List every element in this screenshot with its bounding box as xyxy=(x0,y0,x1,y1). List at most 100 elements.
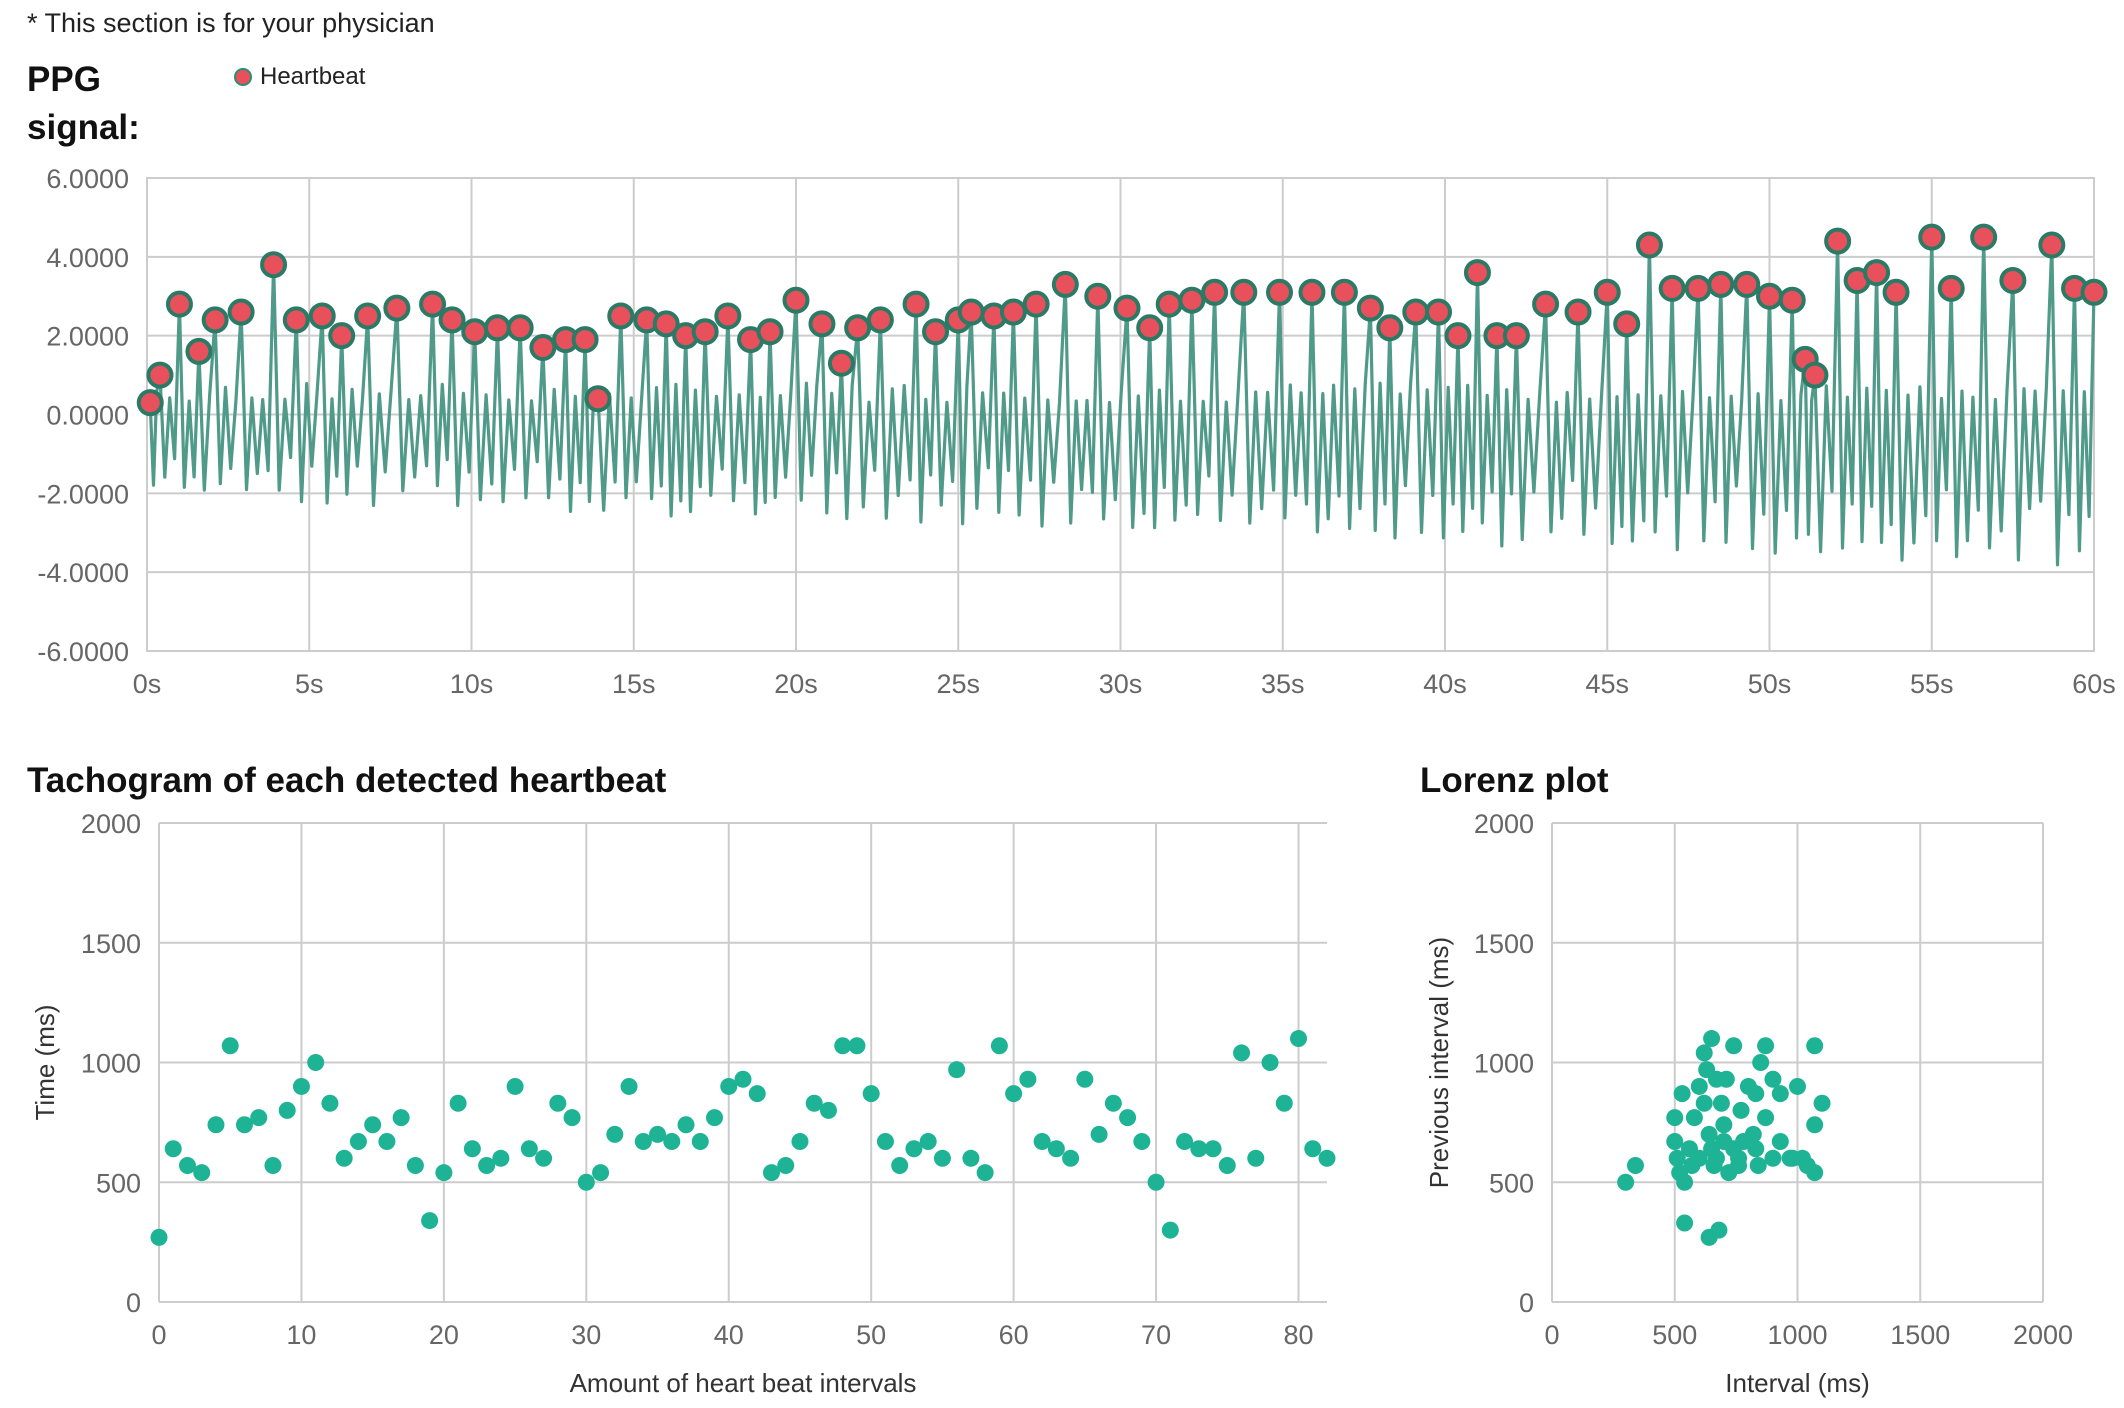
heartbeat-peak-marker xyxy=(438,306,466,334)
lorenz-point xyxy=(1747,1085,1765,1103)
heartbeat-peak-marker xyxy=(1230,278,1258,306)
lorenz-point xyxy=(1730,1149,1748,1167)
tachogram-y-tick-label: 2000 xyxy=(81,809,141,839)
heartbeat-peak-marker xyxy=(691,318,719,346)
heartbeat-peak-marker xyxy=(1863,259,1891,287)
tachogram-x-tick-label: 80 xyxy=(1283,1320,1313,1350)
lorenz-point xyxy=(1717,1070,1735,1088)
ppg-legend[interactable]: Heartbeat xyxy=(234,63,365,91)
heartbeat-peak-marker xyxy=(529,333,557,361)
lorenz-point xyxy=(1707,1149,1725,1167)
tachogram-point xyxy=(207,1116,225,1134)
tachogram-point xyxy=(1033,1133,1051,1151)
heartbeat-peak-marker xyxy=(782,286,810,314)
ppg-y-tick-label: 2.0000 xyxy=(46,322,129,352)
tachogram-point xyxy=(990,1037,1008,1055)
ppg-y-tick-label: 0.0000 xyxy=(46,401,129,431)
lorenz-point xyxy=(1668,1149,1686,1167)
lorenz-point xyxy=(1703,1030,1721,1048)
heartbeat-peak-marker xyxy=(1155,290,1183,318)
tachogram-x-tick-label: 0 xyxy=(151,1320,166,1350)
tachogram-point xyxy=(691,1133,709,1151)
heartbeat-peak-marker xyxy=(1502,322,1530,350)
lorenz-point xyxy=(1685,1109,1703,1127)
tachogram-point xyxy=(435,1164,453,1182)
tachogram-point xyxy=(307,1054,325,1071)
tachogram-x-axis-label: Amount of heart beat intervals xyxy=(570,1368,917,1398)
heartbeat-peak-marker xyxy=(584,385,612,413)
lorenz-point xyxy=(1712,1094,1730,1112)
tachogram-point xyxy=(421,1212,439,1230)
heartbeat-peak-marker xyxy=(1084,282,1112,310)
heartbeat-peak-marker xyxy=(419,290,447,318)
lorenz-y-tick-label: 1000 xyxy=(1474,1049,1534,1079)
heartbeat-peak-marker xyxy=(260,251,288,279)
tachogram-point xyxy=(1190,1140,1208,1158)
tachogram-y-tick-label: 1500 xyxy=(81,929,141,959)
ppg-x-tick-label: 50s xyxy=(1748,669,1792,699)
lorenz-x-tick-label: 2000 xyxy=(2013,1320,2073,1350)
tachogram-y-axis-label: Time (ms) xyxy=(30,1004,60,1120)
tachogram-x-tick-label: 10 xyxy=(286,1320,316,1350)
lorenz-point xyxy=(1771,1133,1789,1151)
lorenz-point xyxy=(1764,1070,1782,1088)
heartbeat-peak-marker xyxy=(282,306,310,334)
tachogram-point xyxy=(364,1116,382,1134)
tachogram-point xyxy=(677,1116,695,1134)
tachogram-point xyxy=(1147,1173,1165,1191)
heartbeat-peak-marker xyxy=(652,310,680,338)
heartbeat-peak-marker xyxy=(1402,298,1430,326)
heartbeat-peak-marker xyxy=(1658,274,1686,302)
tachogram-point xyxy=(1104,1094,1122,1112)
lorenz-y-tick-label: 1500 xyxy=(1474,929,1534,959)
tachogram-point xyxy=(406,1156,424,1174)
ppg-y-tick-label: -2.0000 xyxy=(37,479,129,509)
lorenz-point xyxy=(1749,1156,1767,1174)
heartbeat-peak-marker xyxy=(1707,270,1735,298)
heartbeat-legend-marker-icon xyxy=(234,68,252,86)
ppg-y-tick-label: 4.0000 xyxy=(46,243,129,273)
lorenz-point xyxy=(1690,1149,1708,1167)
tachogram-point xyxy=(962,1149,980,1167)
heartbeat-peak-marker xyxy=(1824,227,1852,255)
tachogram-point xyxy=(278,1101,296,1119)
heartbeat-peak-marker xyxy=(1444,322,1472,350)
heartbeat-peak-marker xyxy=(1684,274,1712,302)
heartbeat-peak-marker xyxy=(227,298,255,326)
lorenz-x-tick-label: 1000 xyxy=(1767,1320,1827,1350)
tachogram-point xyxy=(791,1133,809,1151)
lorenz-point xyxy=(1764,1149,1782,1167)
heartbeat-peak-marker xyxy=(201,306,229,334)
heartbeat-peak-marker xyxy=(136,389,164,417)
heartbeat-peak-marker xyxy=(165,290,193,318)
tachogram-point xyxy=(905,1140,923,1158)
lorenz-point xyxy=(1789,1077,1806,1095)
heartbeat-peak-marker xyxy=(1532,290,1560,318)
tachogram-point xyxy=(449,1094,467,1112)
lorenz-point xyxy=(1732,1101,1750,1119)
lorenz-point xyxy=(1676,1214,1694,1232)
heartbeat-peak-marker xyxy=(1937,274,1965,302)
lorenz-point xyxy=(1744,1125,1762,1143)
heartbeat-peak-marker xyxy=(1376,314,1404,342)
tachogram-point xyxy=(649,1125,667,1143)
lorenz-point xyxy=(1806,1116,1824,1134)
tachogram-point xyxy=(506,1077,524,1095)
ppg-signal-line xyxy=(148,235,2096,567)
heartbeat-peak-marker xyxy=(1298,278,1326,306)
tachogram-point xyxy=(292,1077,310,1095)
tachogram-point xyxy=(1090,1125,1108,1143)
tachogram-point xyxy=(1261,1054,1279,1071)
heartbeat-peak-marker xyxy=(1266,278,1294,306)
tachogram-point xyxy=(193,1164,211,1182)
heartbeat-peak-marker xyxy=(999,298,1027,326)
tachogram-point xyxy=(563,1109,581,1127)
tachogram-point xyxy=(720,1077,738,1095)
heartbeat-peak-marker xyxy=(2080,278,2108,306)
tachogram-point xyxy=(1019,1070,1037,1088)
tachogram-y-tick-label: 500 xyxy=(96,1168,141,1198)
tachogram-point xyxy=(976,1164,994,1182)
tachogram-point xyxy=(876,1133,894,1151)
tachogram-point xyxy=(1076,1070,1094,1088)
